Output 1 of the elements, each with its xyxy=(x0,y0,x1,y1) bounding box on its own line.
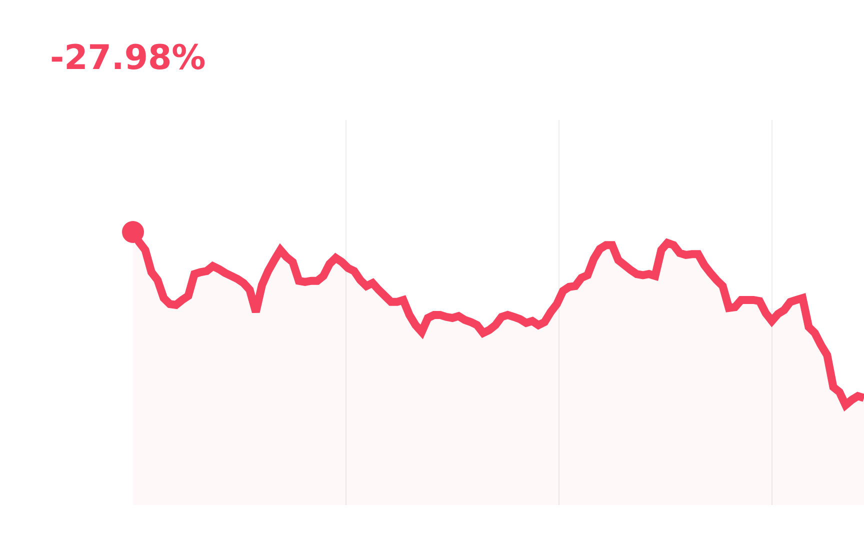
text: -27.98% xyxy=(50,38,206,78)
